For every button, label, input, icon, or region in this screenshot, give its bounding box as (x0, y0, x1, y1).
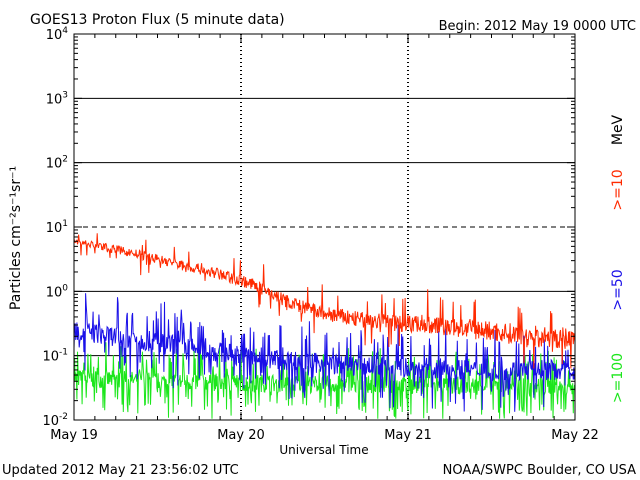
series-layer (73, 233, 576, 419)
plot-axes (73, 33, 576, 421)
x-tick-label: May 22 (551, 428, 599, 443)
y-axis-label: Particles cm⁻²s⁻¹sr⁻¹ (8, 166, 24, 310)
legend-unit: MeV (610, 114, 626, 145)
x-tick-label: May 21 (384, 428, 432, 443)
x-axis-label: Universal Time (279, 443, 368, 457)
y-tick-label: 101 (46, 219, 68, 236)
begin-date-label: Begin: 2012 May 19 0000 UTC (439, 19, 636, 34)
series-line-ge10 (73, 233, 576, 369)
x-tick-label: May 19 (50, 428, 98, 443)
credit-label: NOAA/SWPC Boulder, CO USA (443, 463, 636, 478)
legend: MeV >=10 >=50 >=100 (610, 114, 626, 403)
plot-grid (74, 34, 575, 420)
series-line-ge50 (73, 293, 576, 412)
y-tick-label: 103 (46, 90, 68, 107)
y-tick-label: 104 (46, 26, 69, 43)
legend-ge10: >=10 (610, 169, 626, 210)
y-tick-label: 10-2 (42, 412, 68, 429)
y-tick-label: 102 (46, 155, 68, 172)
x-tick-label: May 20 (217, 428, 265, 443)
y-tick-label: 10-1 (42, 348, 68, 365)
legend-ge100: >=100 (610, 353, 626, 403)
x-tick-labels: May 19 May 20 May 21 May 22 (50, 428, 599, 443)
chart-title: GOES13 Proton Flux (5 minute data) (30, 12, 285, 28)
legend-ge50: >=50 (610, 269, 626, 310)
y-tick-labels: 10-2 10-1 100 101 102 103 104 (42, 26, 68, 429)
updated-timestamp: Updated 2012 May 21 23:56:02 UTC (2, 463, 239, 478)
y-tick-label: 100 (46, 283, 69, 300)
